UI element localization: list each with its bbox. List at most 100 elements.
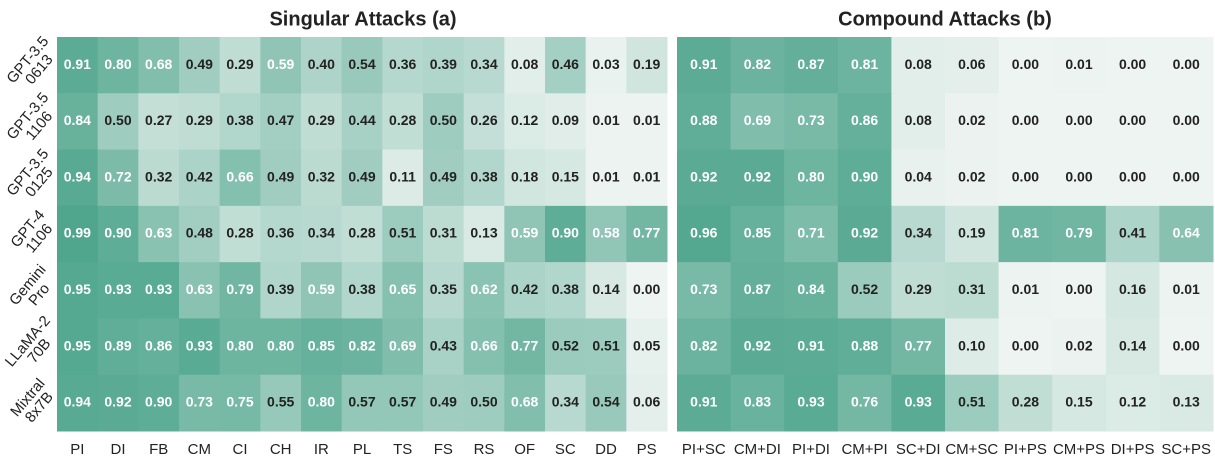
heatmap-cell xyxy=(97,93,139,151)
cell-label: 0.00 xyxy=(1119,56,1146,72)
cell-label: 0.40 xyxy=(308,56,335,72)
x-tick-label: DI xyxy=(111,441,126,457)
cell-label: 0.43 xyxy=(430,337,457,353)
heatmap-cell xyxy=(382,149,424,207)
cell-label: 0.16 xyxy=(1119,281,1146,297)
cell-label: 0.34 xyxy=(308,225,335,241)
cell-label: 0.72 xyxy=(104,168,131,184)
heatmap-cell xyxy=(463,149,505,207)
cell-label: 0.49 xyxy=(348,168,375,184)
heatmap-cell xyxy=(730,262,785,319)
cell-label: 0.15 xyxy=(552,168,579,184)
cell-label: 0.99 xyxy=(64,225,91,241)
heatmap-cell xyxy=(179,93,221,151)
heatmap-cell xyxy=(57,374,99,432)
x-tick-label: CM+PS xyxy=(1053,441,1105,457)
heatmap-cell xyxy=(138,318,180,376)
cell-label: 0.66 xyxy=(226,168,253,184)
cell-label: 0.00 xyxy=(1173,337,1200,353)
cell-label: 0.03 xyxy=(592,56,619,72)
heatmap-cell xyxy=(1159,37,1214,94)
heatmap-cell xyxy=(945,149,1000,207)
heatmap-cell xyxy=(301,205,343,263)
heatmap-cell xyxy=(585,205,627,263)
cell-label: 0.14 xyxy=(592,281,619,297)
cell-label: 0.29 xyxy=(226,56,253,72)
x-tick-label: SC xyxy=(555,441,576,457)
heatmap-cell xyxy=(837,93,892,151)
cell-label: 0.80 xyxy=(267,337,294,353)
x-tick-label: SC+PS xyxy=(1161,441,1211,457)
heatmap-cell xyxy=(1052,318,1107,376)
heatmap-cell xyxy=(504,93,546,151)
heatmap-cell xyxy=(891,374,946,432)
heatmap-cell xyxy=(837,37,892,94)
heatmap-cell xyxy=(784,205,839,263)
heatmap-cell xyxy=(585,374,627,432)
heatmap-cell xyxy=(423,205,465,263)
heatmap-cell xyxy=(784,374,839,432)
cell-label: 0.92 xyxy=(690,168,717,184)
heatmap-cell xyxy=(301,93,343,151)
heatmap-cell xyxy=(260,149,302,207)
chart-title: Compound Attacks (b) xyxy=(838,8,1052,30)
cell-label: 0.85 xyxy=(744,225,771,241)
heatmap-cell xyxy=(301,374,343,432)
x-tick-label: TS xyxy=(393,441,412,457)
cell-label: 0.00 xyxy=(633,281,660,297)
heatmap-cell xyxy=(382,93,424,151)
heatmap-cell xyxy=(57,318,99,376)
heatmap-cell xyxy=(545,149,587,207)
heatmap-cell xyxy=(382,37,424,94)
cell-label: 0.88 xyxy=(851,337,878,353)
cell-label: 0.80 xyxy=(308,394,335,410)
heatmap-cell xyxy=(1052,93,1107,151)
x-tick-label: CM+PI xyxy=(841,441,887,457)
cell-label: 0.69 xyxy=(744,112,771,128)
heatmap-cell xyxy=(57,205,99,263)
cell-label: 0.00 xyxy=(1065,168,1092,184)
heatmap-cell xyxy=(260,37,302,94)
heatmap-cell xyxy=(891,149,946,207)
cell-label: 0.08 xyxy=(905,56,932,72)
cell-label: 0.38 xyxy=(348,281,375,297)
x-tick-label: CH xyxy=(270,441,292,457)
heatmap-cell xyxy=(585,149,627,207)
heatmap-cell xyxy=(463,93,505,151)
x-tick-label: CM xyxy=(188,441,211,457)
heatmap-cell xyxy=(423,149,465,207)
x-tick-label: IR xyxy=(314,441,329,457)
heatmap-cell xyxy=(626,93,668,151)
cell-label: 0.12 xyxy=(511,112,538,128)
cell-label: 0.32 xyxy=(145,168,172,184)
heatmap-cell xyxy=(179,318,221,376)
heatmap-cell xyxy=(423,262,465,319)
heatmap-cell xyxy=(545,205,587,263)
cell-label: 0.01 xyxy=(633,112,660,128)
cell-label: 0.00 xyxy=(1012,112,1039,128)
heatmap-cell xyxy=(504,37,546,94)
cell-label: 0.73 xyxy=(797,112,824,128)
x-tick-label: SC+DI xyxy=(896,441,941,457)
cell-label: 0.52 xyxy=(552,337,579,353)
cell-label: 0.57 xyxy=(389,394,416,410)
heatmap-cell xyxy=(626,318,668,376)
heatmap-cell xyxy=(138,374,180,432)
x-tick-label: OF xyxy=(514,441,535,457)
cell-label: 0.68 xyxy=(511,394,538,410)
cell-label: 0.87 xyxy=(744,281,771,297)
cell-label: 0.81 xyxy=(1012,225,1039,241)
heatmap-cell xyxy=(626,205,668,263)
heatmap-cell xyxy=(260,374,302,432)
heatmap-cell xyxy=(626,149,668,207)
heatmap-cell xyxy=(341,318,383,376)
heatmap-cell xyxy=(463,37,505,94)
heatmap-cell xyxy=(1105,205,1160,263)
cell-label: 0.01 xyxy=(633,168,660,184)
cell-label: 0.19 xyxy=(633,56,660,72)
cell-label: 0.55 xyxy=(267,394,294,410)
cell-label: 0.89 xyxy=(104,337,131,353)
heatmap-cell xyxy=(463,318,505,376)
heatmap-cell xyxy=(504,318,546,376)
heatmap-cell xyxy=(1105,374,1160,432)
